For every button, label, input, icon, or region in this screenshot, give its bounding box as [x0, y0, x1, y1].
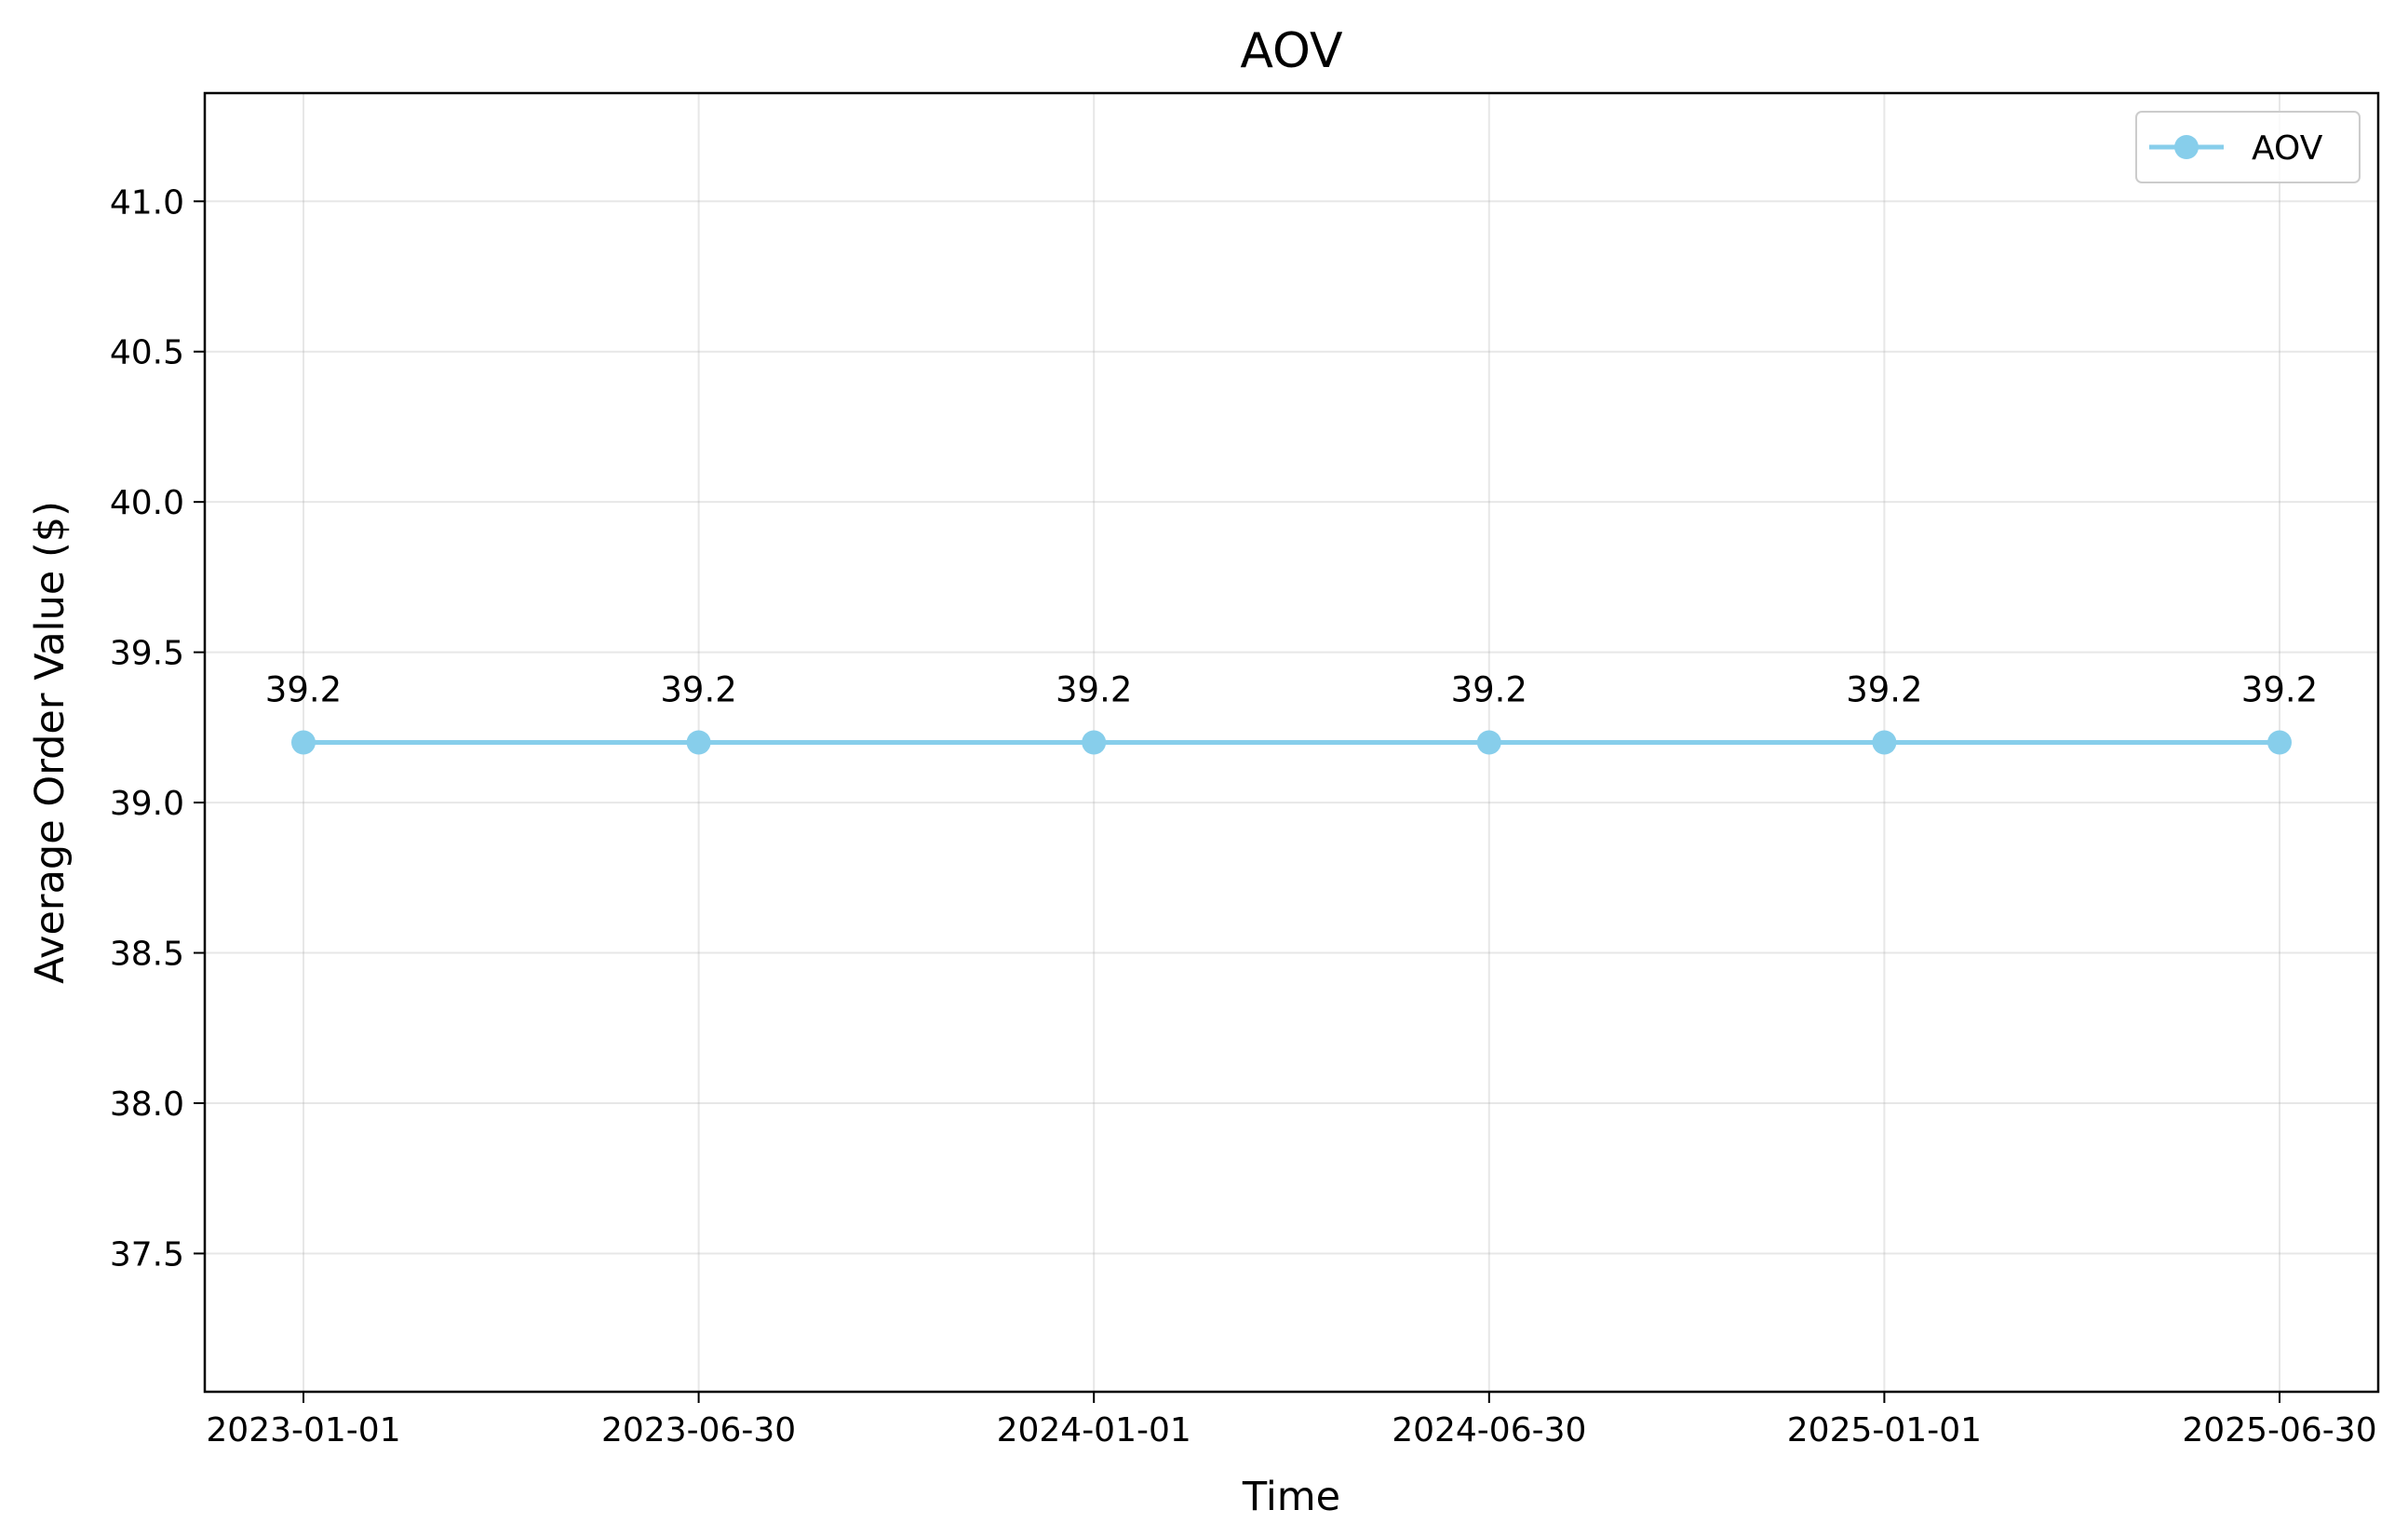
data-point[interactable] — [291, 730, 316, 755]
data-label: 39.2 — [265, 670, 342, 710]
legend: AOV — [2135, 111, 2361, 183]
y-tick-label: 39.5 — [110, 635, 184, 673]
x-tick-label: 2024-01-01 — [997, 1411, 1191, 1449]
y-tick-label: 37.5 — [110, 1235, 184, 1274]
x-tick-label: 2023-06-30 — [601, 1411, 796, 1449]
x-tick-label: 2024-06-30 — [1392, 1411, 1586, 1449]
data-point[interactable] — [1476, 730, 1501, 755]
plot-frame — [203, 91, 2380, 1394]
data-label: 39.2 — [2241, 670, 2318, 710]
legend-box — [2135, 111, 2361, 183]
data-point[interactable] — [2267, 730, 2292, 755]
x-tick-label: 2023-01-01 — [206, 1411, 400, 1449]
data-label: 39.2 — [660, 670, 736, 710]
y-tick-label: 41.0 — [110, 183, 184, 222]
data-label: 39.2 — [1846, 670, 1922, 710]
y-tick-label: 40.0 — [110, 484, 184, 522]
data-label: 39.2 — [1056, 670, 1132, 710]
y-tick-label: 39.0 — [110, 785, 184, 823]
chart-title: AOV — [1240, 23, 1343, 79]
x-tick-label: 2025-06-30 — [2182, 1411, 2376, 1449]
x-axis-label: Time — [1242, 1474, 1340, 1520]
data-point[interactable] — [1872, 730, 1897, 755]
y-tick-label: 38.5 — [110, 936, 184, 974]
legend-label: AOV — [2252, 129, 2323, 168]
y-tick-label: 38.0 — [110, 1085, 184, 1124]
data-point[interactable] — [686, 730, 711, 755]
data-label: 39.2 — [1451, 670, 1527, 710]
y-axis-label: Average Order Value ($) — [27, 501, 74, 984]
x-tick-label: 2025-01-01 — [1787, 1411, 1982, 1449]
legend-marker — [2174, 135, 2199, 159]
y-tick-label: 40.5 — [110, 334, 184, 372]
series-layer: 39.2 39.2 39.2 39.2 39.2 39.2 — [265, 670, 2318, 755]
ticks: 2023-01-01 2023-06-30 2024-01-01 2024-06-30… — [110, 183, 2377, 1449]
data-point[interactable] — [1082, 730, 1107, 755]
